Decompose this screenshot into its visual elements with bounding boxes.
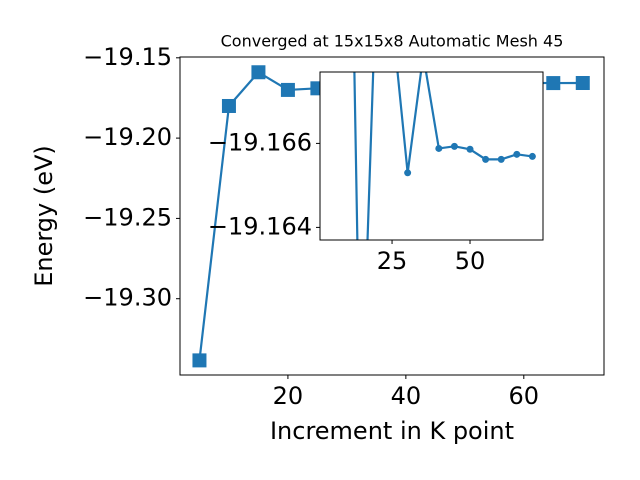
x-tick-label: 50 xyxy=(455,247,486,275)
marker xyxy=(575,76,590,91)
y-tick-label: −19.164 xyxy=(208,212,312,240)
axes-frame xyxy=(319,71,544,241)
marker xyxy=(404,169,412,177)
x-tick-label: 60 xyxy=(509,382,540,410)
y-axis-label: Energy (eV) xyxy=(30,145,58,287)
marker xyxy=(546,76,561,91)
axes-frame xyxy=(179,56,605,376)
marker xyxy=(251,65,266,80)
y-tick-label: −19.20 xyxy=(83,123,172,151)
marker xyxy=(450,142,458,150)
marker xyxy=(513,150,521,158)
marker xyxy=(435,144,443,152)
chart-title: Converged at 15x15x8 Automatic Mesh 45 xyxy=(221,32,564,51)
x-axis-label: Increment in K point xyxy=(270,417,514,445)
marker xyxy=(466,145,474,153)
marker xyxy=(280,82,295,97)
y-tick-label: −19.15 xyxy=(83,43,172,71)
y-tick-label: −19.30 xyxy=(83,284,172,312)
marker xyxy=(528,152,536,160)
y-tick-label: −19.166 xyxy=(208,128,312,156)
x-tick-label: 40 xyxy=(391,382,422,410)
plot-area xyxy=(353,72,536,240)
y-tick-label: −19.25 xyxy=(83,203,172,231)
x-tick-label: 20 xyxy=(273,382,304,410)
x-tick-label: 25 xyxy=(377,247,408,275)
marker xyxy=(482,155,490,163)
marker xyxy=(497,155,505,163)
marker xyxy=(221,98,236,113)
marker xyxy=(192,353,207,368)
